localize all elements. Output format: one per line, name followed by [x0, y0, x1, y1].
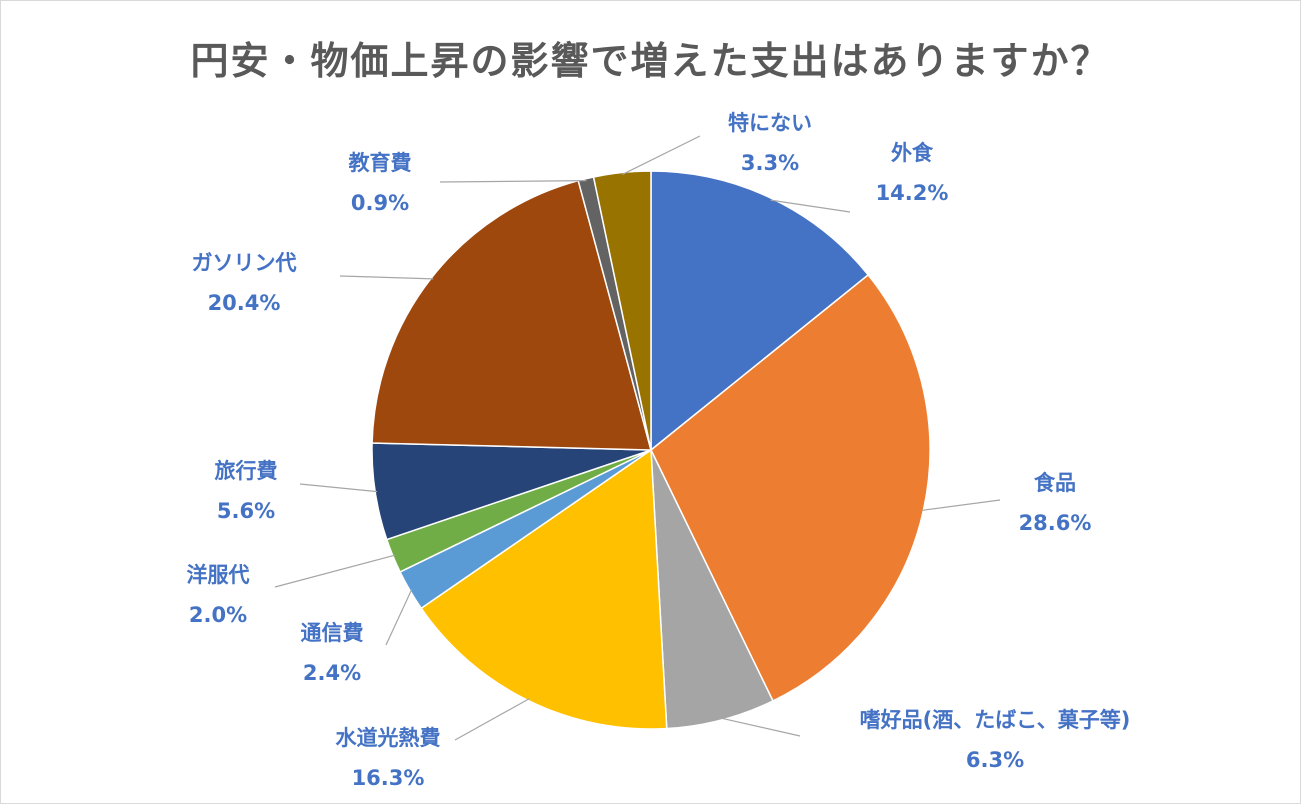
- data-label-value-6: 5.6%: [217, 499, 275, 523]
- data-label-value-7: 20.4%: [208, 291, 281, 315]
- data-label-name-2: 嗜好品(酒、たばこ、菓子等): [860, 708, 1131, 732]
- data-label-value-4: 2.4%: [303, 661, 361, 685]
- data-label-name-1: 食品: [1034, 471, 1076, 495]
- leader-line-0: [770, 199, 851, 213]
- data-label-name-3: 水道光熱費: [336, 726, 441, 750]
- pie-slice-0: [650, 170, 870, 452]
- data-label-name-7: ガソリン代: [192, 251, 297, 275]
- data-label-value-1: 28.6%: [1019, 511, 1092, 535]
- leader-lines: [274, 135, 1001, 741]
- data-label-value-3: 16.3%: [352, 766, 425, 790]
- data-label-value-2: 6.3%: [966, 748, 1024, 772]
- leader-line-2: [720, 717, 801, 737]
- pie-slices: [371, 170, 931, 730]
- data-label-name-8: 教育費: [349, 151, 412, 175]
- pie-slice-7: [371, 179, 652, 451]
- data-label-name-4: 通信費: [301, 621, 364, 645]
- leader-line-6: [299, 483, 378, 493]
- leader-line-4: [385, 589, 413, 646]
- pie-slice-9: [592, 170, 652, 451]
- data-label-value-0: 14.2%: [876, 181, 949, 205]
- data-label-name-5: 洋服代: [187, 563, 250, 587]
- leader-line-7: [339, 275, 434, 280]
- leader-line-9: [622, 135, 701, 176]
- data-label-value-8: 0.9%: [351, 191, 409, 215]
- data-label-value-9: 3.3%: [741, 151, 799, 175]
- data-label-name-0: 外食: [891, 141, 934, 165]
- data-label-name-6: 旅行費: [215, 459, 278, 483]
- data-labels: 外食 14.2% 食品 28.6% 嗜好品(酒、たばこ、菓子等) 6.3% 水道光熱費 16.…: [187, 111, 1131, 790]
- leader-line-5: [274, 554, 395, 588]
- pie-slice-3: [420, 448, 668, 730]
- data-label-value-5: 2.0%: [189, 603, 247, 627]
- pie-slice-1: [650, 273, 931, 702]
- leader-line-3: [454, 698, 530, 741]
- data-label-name-9: 特にない: [728, 111, 812, 135]
- leader-line-1: [921, 499, 1001, 512]
- chart-title: 円安・物価上昇の影響で増えた支出はありますか？: [190, 39, 1111, 83]
- leader-line-8: [439, 180, 587, 183]
